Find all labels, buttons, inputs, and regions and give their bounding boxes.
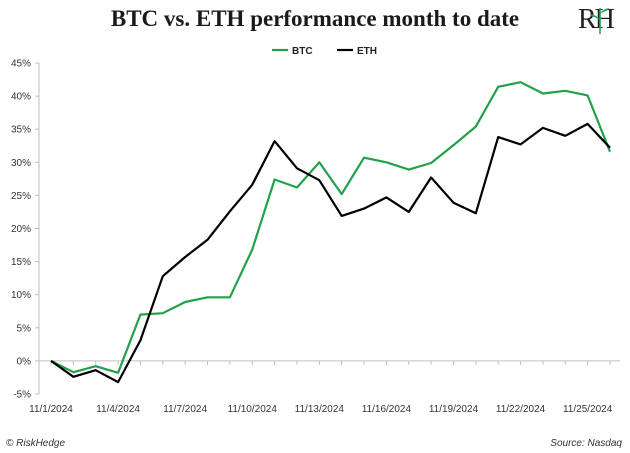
y-tick-label: 10%: [11, 290, 31, 301]
y-tick-label: 5%: [17, 323, 32, 334]
logo-leaf-icon: [590, 8, 609, 34]
y-tick-label: 15%: [11, 257, 31, 268]
copyright-label: © RiskHedge: [6, 438, 66, 449]
y-tick-label: -5%: [13, 390, 31, 401]
x-axis: 11/1/2024 11/4/2024 11/7/2024 11/10/2024 11/…: [29, 360, 620, 415]
x-tick-label: 11/13/2024: [295, 404, 345, 415]
legend-label-eth: ETH: [357, 46, 377, 57]
y-tick-label: 30%: [11, 158, 31, 169]
legend: BTC ETH: [272, 46, 377, 57]
chart-title: BTC vs. ETH performance month to date: [110, 6, 520, 31]
y-tick-label: 40%: [11, 92, 31, 103]
x-tick-label: 11/10/2024: [228, 404, 278, 415]
x-tick-label: 11/1/2024: [29, 404, 73, 415]
y-tick-label: 35%: [11, 125, 31, 136]
y-axis: -5% 0% 5% 10% 15% 20% 25% 30% 35% 40% 45%: [11, 59, 40, 401]
x-tick-label: 11/25/2024: [563, 404, 613, 415]
legend-label-btc: BTC: [292, 46, 313, 57]
x-tick-label: 11/4/2024: [96, 404, 140, 415]
series-line-btc: [50, 81, 612, 374]
source-label: Source: Nasdaq: [550, 438, 622, 449]
x-tick-label: 11/22/2024: [496, 404, 546, 415]
y-tick-label: 45%: [11, 59, 31, 70]
risk-hedge-logo: RH: [578, 4, 626, 40]
series-group: [50, 81, 612, 384]
x-tick-label: 11/16/2024: [362, 404, 412, 415]
y-tick-label: 20%: [11, 224, 31, 235]
y-tick-label: 0%: [17, 356, 32, 367]
logo-text: RH: [578, 4, 615, 35]
series-line-eth: [50, 122, 611, 384]
x-tick-label: 11/7/2024: [163, 404, 207, 415]
y-tick-label: 25%: [11, 191, 31, 202]
x-tick-label: 11/19/2024: [429, 404, 479, 415]
